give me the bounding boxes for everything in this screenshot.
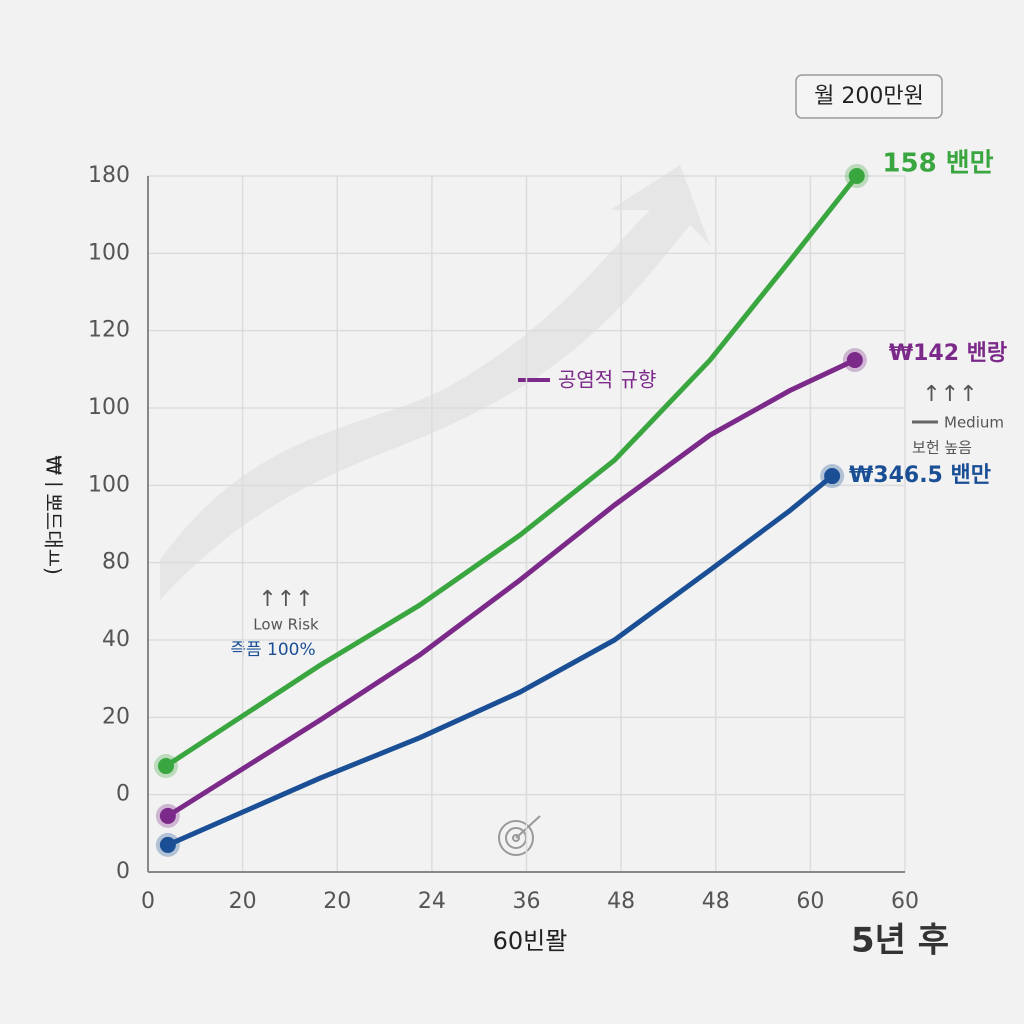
x-tick-label: 36 [513, 889, 541, 914]
point [824, 468, 841, 485]
annotation: 즉픔 100% [230, 640, 315, 660]
series-line [166, 474, 834, 848]
point [846, 352, 863, 369]
y-tick-label: 40 [102, 627, 130, 652]
x-tick-label: 20 [229, 889, 257, 914]
annotation: Medium [944, 414, 1004, 432]
y-tick-label: 120 [88, 318, 130, 343]
badge-box [795, 74, 943, 119]
x-tick-label: 48 [702, 889, 730, 914]
x-tick-label: 60 [891, 889, 919, 914]
x-tick-label: 24 [418, 889, 446, 914]
x-tick-label: 48 [607, 889, 635, 914]
point [159, 807, 176, 824]
y-tick-label: 100 [88, 240, 130, 265]
y-tick-label: 100 [88, 472, 130, 497]
series-line [166, 357, 856, 819]
y-tick-label: 0 [116, 782, 130, 807]
annotation: ↑↑↑ [922, 382, 977, 407]
annotation: 보헌 높음 [912, 439, 972, 457]
annotation: ↑↑↑ [258, 587, 313, 612]
series-line [164, 174, 859, 769]
point [848, 168, 865, 184]
badge: 월 200만원 [814, 84, 924, 109]
corner-label: 5년 후 [851, 921, 949, 961]
series-label: ₩142 밴랑 [889, 341, 1007, 366]
y-axis-label: ₩ㅣ뽀드대ㅛ) [42, 455, 66, 575]
y-tick-label: 20 [102, 704, 130, 729]
annotation: Low Risk [253, 616, 319, 634]
legend-label: 공염적 규향 [558, 368, 656, 392]
x-axis-label: 60빈뫌 [493, 927, 568, 955]
point [157, 758, 174, 775]
y-tick-label: 100 [88, 395, 130, 420]
point [159, 836, 176, 853]
series-label: ₩346.5 밴만 [849, 463, 991, 488]
series-label: 158 밴만 [882, 149, 993, 179]
y-tick-label: 80 [102, 550, 130, 575]
decor-arrow [160, 165, 710, 600]
x-tick-label: 0 [141, 889, 155, 914]
x-tick-label: 60 [796, 889, 824, 914]
y-tick-label: 180 [88, 163, 130, 188]
y-tick-label: 0 [116, 859, 130, 884]
x-tick-label: 20 [323, 889, 351, 914]
